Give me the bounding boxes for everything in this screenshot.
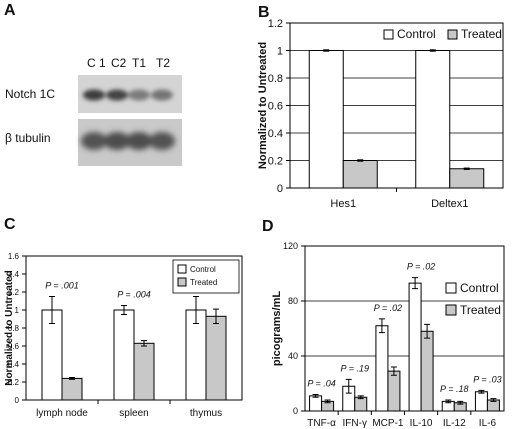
legend-label: Control: [190, 265, 216, 274]
x-category-label: thymus: [190, 408, 222, 419]
y-axis-label: Normalized to Untreated: [4, 270, 15, 386]
y-tick-label: 120: [283, 241, 298, 251]
y-tick-label: 1.6: [8, 252, 20, 261]
x-category-label: IL-12: [443, 418, 466, 429]
notch-band: [151, 89, 173, 101]
legend-swatch: [445, 282, 457, 294]
lane-label: T1: [132, 56, 146, 70]
row-label-beta-tubulin: β tubulin: [5, 131, 51, 145]
notch-band: [128, 89, 150, 101]
legend-box: [172, 259, 240, 294]
x-category-label: lymph node: [36, 408, 88, 419]
x-category-label: IL-6: [479, 418, 497, 429]
lane-label: C2: [111, 56, 127, 70]
tubulin-band: [81, 132, 107, 150]
x-category-label: spleen: [119, 408, 148, 419]
legend-swatch: [383, 29, 394, 40]
bar: [387, 370, 401, 412]
y-axis-label: picograms/mL: [271, 291, 283, 366]
x-category-label: Hes1: [330, 198, 356, 210]
notch-band: [83, 89, 105, 101]
y-tick-label: 0.8: [8, 324, 20, 333]
tubulin-band-group: [81, 132, 175, 150]
y-tick-label: 1: [277, 45, 283, 57]
legend-swatch: [445, 304, 457, 316]
bar: [375, 325, 389, 412]
x-category-label: TNF-α: [307, 418, 336, 429]
y-tick-label: 40: [288, 351, 298, 361]
legend-label: Treated: [190, 278, 217, 287]
bar: [308, 50, 344, 189]
panel-a-letter: A: [4, 2, 16, 19]
p-value-annotation: P = .19: [341, 363, 369, 373]
legend-label: Control: [397, 27, 436, 41]
tubulin-band: [104, 132, 130, 150]
notch-band-group: [83, 89, 173, 101]
y-tick-label: 0.6: [268, 100, 283, 112]
y-tick-label: 0: [15, 396, 20, 405]
y-tick-label: 1: [15, 306, 20, 315]
bar: [474, 391, 488, 412]
panel-b-letter: B: [258, 4, 270, 21]
y-tick-label: 0.2: [268, 155, 283, 167]
panel-d-letter: D: [262, 218, 274, 235]
bar: [408, 282, 422, 412]
bar: [309, 395, 323, 412]
y-tick-label: 80: [288, 296, 298, 306]
p-value-annotation: P = .03: [473, 374, 501, 384]
y-tick-label: 0.4: [8, 360, 20, 369]
bar: [342, 160, 378, 189]
x-category-label: Deltex1: [431, 198, 468, 210]
bar: [420, 330, 434, 412]
y-tick-label: 0: [293, 406, 298, 416]
x-category-label: IL-10: [410, 418, 433, 429]
legend-swatch: [177, 277, 187, 287]
legend-swatch: [177, 264, 187, 274]
bar: [415, 50, 451, 189]
y-tick-label: 1.4: [8, 270, 20, 279]
legend-label: Treated: [461, 27, 502, 41]
row-label-notch1c: Notch 1C: [5, 87, 55, 101]
p-value-annotation: P = .04: [307, 379, 335, 389]
y-tick-label: 0.6: [8, 342, 20, 351]
p-value-annotation: P = .02: [374, 303, 402, 313]
y-axis-label: Normalized to Untreated: [257, 42, 269, 169]
tubulin-band: [126, 132, 152, 150]
legend-label: Control: [460, 281, 499, 295]
p-value-annotation: P = .004: [117, 290, 150, 300]
y-tick-label: 0.8: [268, 73, 283, 85]
tubulin-band: [149, 132, 175, 150]
bar: [354, 396, 368, 412]
p-value-annotation: P = .18: [440, 384, 468, 394]
notch-band: [106, 89, 128, 101]
legend-swatch: [447, 29, 458, 40]
y-tick-label: 0.4: [268, 128, 283, 140]
panel-c-letter: C: [4, 216, 16, 233]
x-category-label: MCP-1: [372, 418, 404, 429]
y-tick-label: 0: [277, 183, 283, 195]
lane-label: T2: [156, 56, 170, 70]
y-tick-label: 0.2: [8, 378, 20, 387]
legend-label: Treated: [460, 303, 501, 317]
x-category-label: IFN-γ: [343, 418, 367, 429]
p-value-annotation: P = .02: [407, 262, 435, 272]
y-tick-label: 1.2: [8, 288, 20, 297]
lane-label: C 1: [87, 56, 106, 70]
y-tick-label: 1.2: [268, 18, 283, 30]
p-value-annotation: P = .001: [45, 281, 78, 291]
